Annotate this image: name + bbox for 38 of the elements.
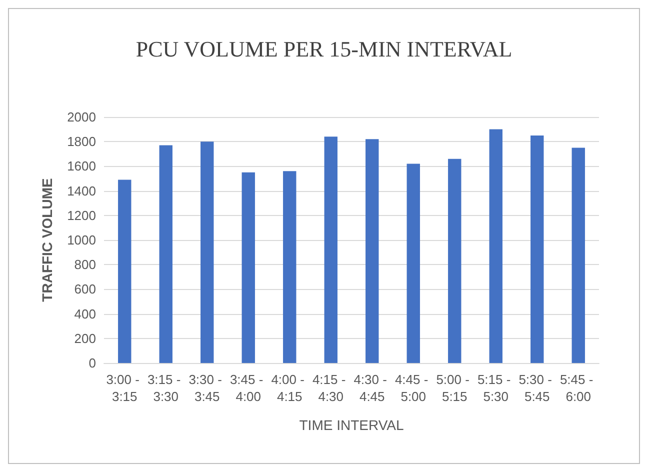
x-tick-label: 5:30 - 5:45 xyxy=(518,372,556,404)
y-tick-label: 1000 xyxy=(67,232,96,248)
chart-title: PCU VOLUME PER 15-MIN INTERVAL xyxy=(136,36,512,62)
x-tick-label: 5:45 - 6:00 xyxy=(560,372,597,404)
x-tick-label: 4:45 - 5:00 xyxy=(394,372,432,404)
bar xyxy=(489,129,502,363)
bar xyxy=(159,145,172,363)
bar xyxy=(200,142,214,363)
y-tick-label: 1400 xyxy=(67,183,96,198)
x-tick-label: 3:15 - 3:30 xyxy=(147,372,184,404)
x-tick-label: 3:00 - 3:15 xyxy=(106,372,144,404)
bar xyxy=(572,148,585,363)
x-tick-label: 4:00 - 4:15 xyxy=(271,372,308,404)
x-tick-label: 5:00 - 5:15 xyxy=(436,372,474,404)
bar xyxy=(283,171,296,363)
x-tick-label: 3:45 - 4:00 xyxy=(230,372,267,404)
y-tick-label: 600 xyxy=(74,282,96,297)
x-tick-label: 4:15 - 4:30 xyxy=(312,372,350,404)
y-tick-label: 1800 xyxy=(67,134,96,150)
y-tick-label: 1200 xyxy=(67,208,96,223)
y-tick-label: 2000 xyxy=(67,110,96,124)
y-tick-label: 200 xyxy=(74,330,96,346)
bar xyxy=(324,136,338,363)
bar xyxy=(448,158,462,363)
y-tick-label: 800 xyxy=(74,257,96,272)
x-tick-label: 5:15 - 5:30 xyxy=(477,372,514,404)
bar xyxy=(118,180,132,363)
y-tick-label: 0 xyxy=(88,356,96,370)
x-tick-label: 4:30 - 4:45 xyxy=(354,372,391,404)
bar xyxy=(406,164,420,363)
x-axis-title: TIME INTERVAL xyxy=(299,417,404,433)
y-tick-label: 1600 xyxy=(67,158,96,174)
bar xyxy=(366,139,379,363)
y-axis-title: TRAFFIC VOLUME xyxy=(39,178,55,302)
bar xyxy=(242,172,255,363)
y-tick-label: 400 xyxy=(74,306,96,322)
bar xyxy=(530,135,544,363)
x-tick-label: 3:30 - 3:45 xyxy=(188,372,226,404)
